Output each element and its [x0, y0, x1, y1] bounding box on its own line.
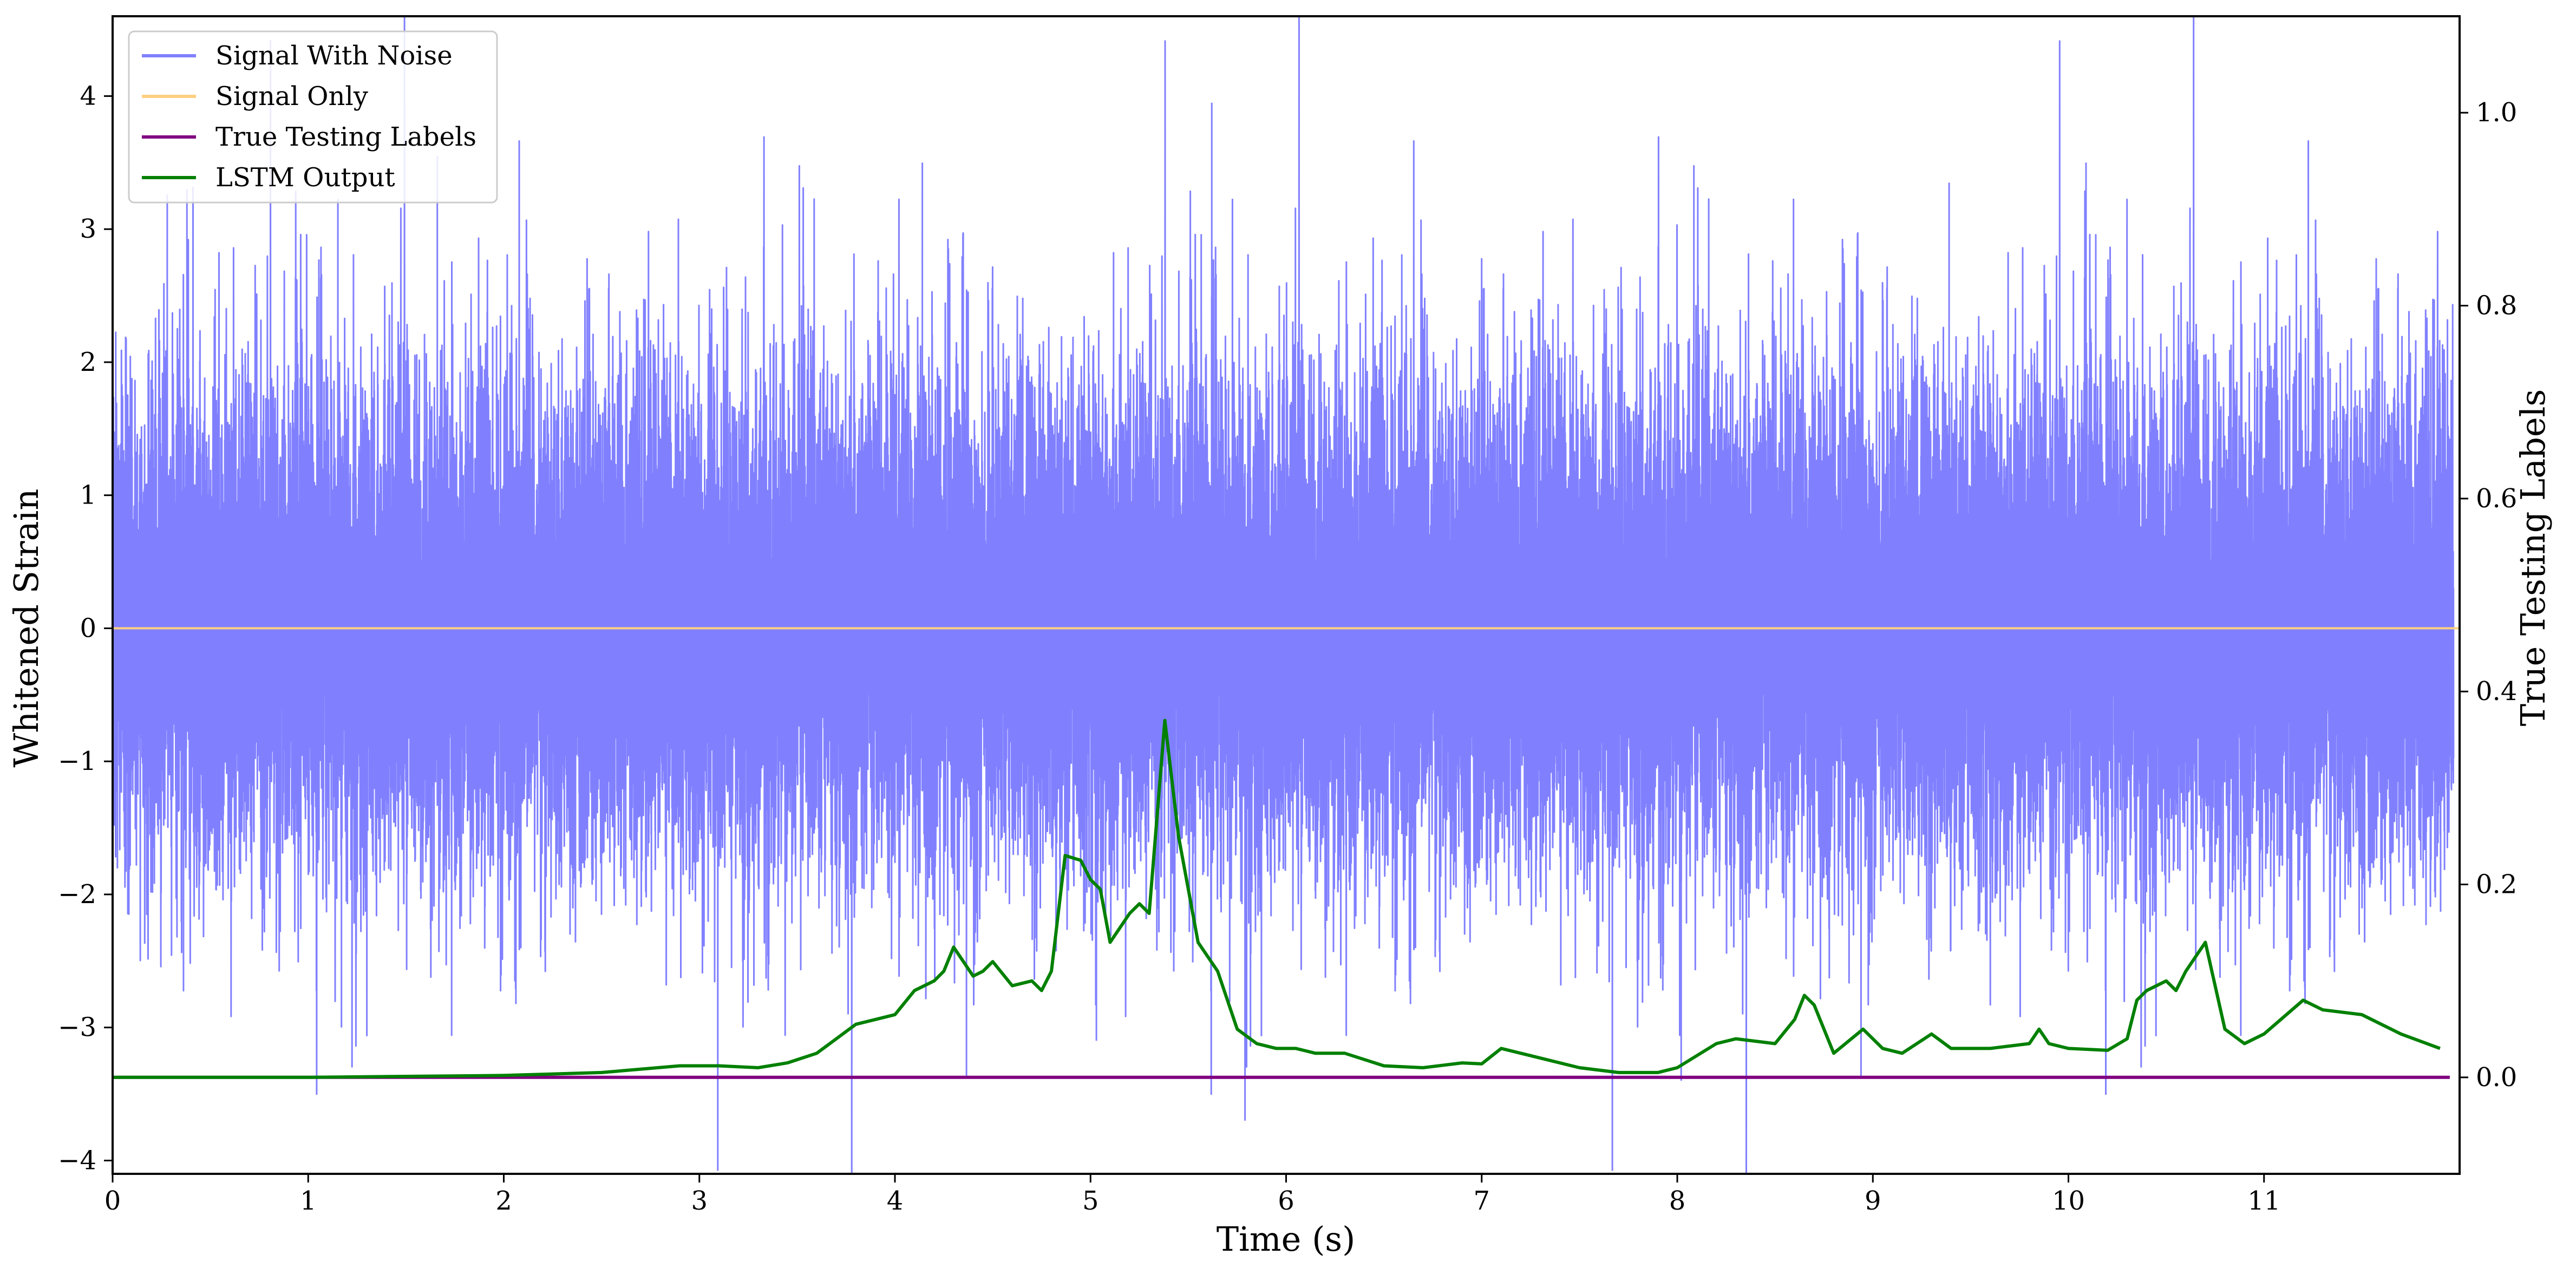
- y2-tick-label: 0.0: [2476, 1062, 2517, 1093]
- y-tick-label: 4: [80, 81, 96, 111]
- legend-label: Signal With Noise: [215, 41, 453, 71]
- x-tick-label: 6: [1278, 1186, 1294, 1216]
- y-tick-label: 1: [80, 480, 96, 511]
- y2-tick-label: 1.0: [2476, 97, 2517, 128]
- series-signal-with-noise: [113, 16, 2455, 1174]
- y2-tick-label: 0.6: [2476, 484, 2517, 514]
- y-tick-label: −2: [58, 879, 96, 910]
- series-lines: [113, 627, 2460, 1079]
- y-axis-left: −4 −3 −2 −1 0 1 2 3 4: [58, 81, 113, 1175]
- line-lstm-output: [113, 718, 2441, 1079]
- x-tick-label: 9: [1865, 1186, 1881, 1216]
- y-tick-label: 0: [80, 613, 96, 643]
- legend-label: True Testing Labels: [215, 122, 476, 152]
- x-tick-label: 10: [2052, 1186, 2085, 1216]
- x-tick-label: 5: [1082, 1186, 1099, 1216]
- noise-trace: [113, 16, 2455, 1174]
- y2-tick-label: 0.8: [2476, 291, 2517, 321]
- x-tick-label: 1: [300, 1186, 317, 1216]
- x-axis-title: Time (s): [1217, 1219, 1356, 1259]
- x-tick-label: 11: [2247, 1186, 2280, 1216]
- x-tick-label: 4: [887, 1186, 904, 1216]
- legend-box: [128, 30, 498, 204]
- x-tick-label: 8: [1669, 1186, 1686, 1216]
- y2-tick-label: 0.4: [2476, 676, 2517, 707]
- x-tick-label: 3: [691, 1186, 708, 1216]
- legend-label: Signal Only: [215, 81, 368, 112]
- x-tick-label: 7: [1473, 1186, 1490, 1216]
- legend-label: LSTM Output: [215, 162, 395, 193]
- y2-axis-title: True Testing Labels: [2513, 389, 2553, 727]
- y-axis-title: Whitened Strain: [6, 489, 46, 768]
- y-axis-right: 0.0 0.2 0.4 0.6 0.8 1.0: [2460, 97, 2517, 1093]
- y-tick-label: −4: [58, 1145, 96, 1175]
- x-tick-label: 0: [104, 1186, 121, 1216]
- y-tick-label: −3: [58, 1012, 96, 1043]
- legend: Signal With Noise Signal Only True Testing…: [128, 30, 498, 204]
- x-axis: 0 1 2 3 4 5 6 7 8 9 10 11: [104, 1174, 2280, 1216]
- y2-tick-label: 0.2: [2476, 870, 2517, 900]
- y-tick-label: 2: [80, 347, 96, 377]
- x-tick-label: 2: [495, 1186, 512, 1216]
- y-tick-label: −1: [58, 746, 96, 776]
- y-tick-label: 3: [80, 214, 96, 244]
